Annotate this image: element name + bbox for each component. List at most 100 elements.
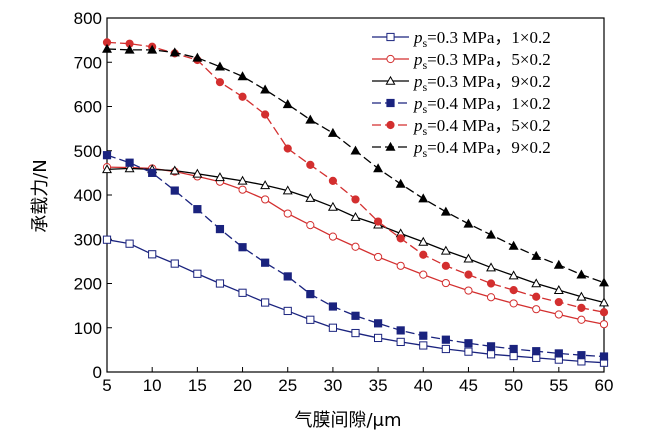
data-point bbox=[351, 195, 360, 204]
x-tick-label: 55 bbox=[549, 376, 568, 395]
series-2 bbox=[102, 163, 609, 329]
legend-marker bbox=[386, 98, 395, 108]
data-point bbox=[396, 326, 405, 335]
legend: ps=0.3 MPa，1×0.2ps=0.3 MPa，5×0.2ps=0.3 M… bbox=[372, 28, 551, 160]
data-point bbox=[554, 297, 563, 307]
data-point bbox=[327, 201, 338, 211]
data-point bbox=[147, 44, 158, 54]
legend-entry: ps=0.4 MPa，9×0.2 bbox=[372, 138, 551, 160]
data-point bbox=[531, 250, 542, 260]
data-point bbox=[463, 218, 474, 228]
data-point bbox=[169, 47, 180, 57]
legend-label: ps=0.3 MPa，1×0.2 bbox=[413, 28, 551, 50]
data-point bbox=[282, 99, 293, 109]
data-point bbox=[351, 242, 360, 251]
data-point bbox=[395, 178, 406, 188]
series-1 bbox=[102, 235, 609, 367]
data-point bbox=[531, 278, 542, 288]
y-tick-label: 500 bbox=[74, 142, 102, 161]
series-4 bbox=[102, 151, 609, 361]
data-point bbox=[599, 308, 609, 317]
data-point bbox=[192, 168, 203, 178]
x-axis-label: 气膜间隙/μm bbox=[294, 410, 401, 431]
data-point bbox=[193, 269, 202, 278]
data-point bbox=[238, 92, 247, 101]
y-tick-label: 200 bbox=[74, 275, 102, 294]
x-tick-label: 50 bbox=[504, 376, 523, 395]
data-point bbox=[328, 302, 338, 311]
legend-marker bbox=[385, 75, 396, 85]
data-point bbox=[283, 306, 292, 316]
axis-ticks: 5 10 15 20 25 30 35 40 45 50 55 6001002003004005006… bbox=[74, 9, 614, 395]
data-point bbox=[599, 352, 609, 361]
data-point bbox=[532, 305, 541, 314]
x-tick-label: 40 bbox=[414, 376, 433, 395]
data-point bbox=[215, 279, 225, 288]
data-point bbox=[238, 185, 247, 194]
data-point bbox=[577, 303, 586, 312]
data-point bbox=[418, 193, 429, 203]
data-point bbox=[261, 195, 270, 204]
data-point bbox=[215, 78, 225, 87]
data-point bbox=[238, 243, 247, 252]
legend-marker bbox=[386, 120, 395, 130]
series-line bbox=[106, 154, 605, 358]
data-point bbox=[125, 158, 134, 167]
x-tick-label: 60 bbox=[595, 376, 614, 395]
data-point bbox=[532, 292, 541, 301]
legend-label: ps=0.4 MPa，1×0.2 bbox=[413, 94, 551, 116]
data-point bbox=[214, 172, 225, 182]
data-point bbox=[283, 272, 292, 281]
x-tick-label: 25 bbox=[278, 376, 297, 395]
data-point bbox=[261, 258, 270, 267]
data-point bbox=[305, 114, 316, 124]
data-point bbox=[553, 284, 564, 294]
data-point bbox=[463, 253, 474, 263]
series-layer bbox=[102, 38, 609, 367]
data-point bbox=[419, 341, 428, 350]
data-point bbox=[532, 353, 541, 362]
legend-entry: ps=0.4 MPa，1×0.2 bbox=[372, 94, 551, 116]
data-point bbox=[373, 217, 383, 226]
data-point bbox=[486, 229, 497, 239]
data-point bbox=[125, 239, 134, 248]
legend-entry: ps=0.3 MPa，9×0.2 bbox=[372, 72, 551, 94]
y-tick-label: 800 bbox=[74, 9, 102, 28]
legend-label: ps=0.4 MPa，9×0.2 bbox=[413, 138, 551, 160]
data-point bbox=[599, 320, 609, 329]
data-point bbox=[170, 259, 179, 268]
data-point bbox=[509, 351, 518, 361]
data-point bbox=[440, 206, 451, 216]
series-6 bbox=[102, 43, 609, 287]
data-point bbox=[486, 293, 496, 302]
data-point bbox=[148, 168, 157, 177]
x-tick-label: 15 bbox=[188, 376, 207, 395]
data-point bbox=[238, 288, 247, 297]
data-point bbox=[508, 240, 519, 250]
data-point bbox=[328, 176, 338, 185]
data-point bbox=[327, 127, 338, 137]
data-point bbox=[441, 335, 450, 344]
data-point bbox=[532, 347, 541, 356]
data-point bbox=[282, 185, 293, 195]
x-tick-label: 5 bbox=[102, 376, 111, 395]
data-point bbox=[418, 236, 429, 246]
data-point bbox=[306, 315, 315, 324]
series-line bbox=[106, 167, 605, 304]
data-point bbox=[599, 297, 609, 307]
data-point bbox=[328, 232, 338, 241]
x-tick-label: 30 bbox=[323, 376, 342, 395]
data-point bbox=[148, 250, 157, 259]
data-point bbox=[192, 52, 203, 62]
data-point bbox=[350, 211, 361, 221]
data-point bbox=[464, 270, 473, 279]
legend-marker bbox=[386, 32, 395, 42]
data-point bbox=[554, 349, 563, 358]
data-point bbox=[260, 180, 271, 190]
x-tick-label: 10 bbox=[143, 376, 162, 395]
x-tick-label: 45 bbox=[459, 376, 478, 395]
data-point bbox=[486, 279, 496, 288]
data-point bbox=[440, 245, 451, 255]
data-point bbox=[464, 286, 473, 295]
